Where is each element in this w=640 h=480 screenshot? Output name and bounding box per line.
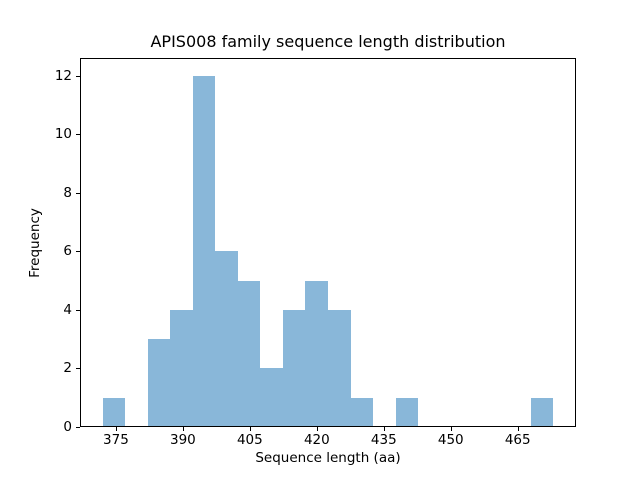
plot-area: [80, 58, 576, 427]
x-tick-label: 405: [236, 432, 263, 448]
y-tick-label: 10: [54, 126, 72, 143]
y-tick-mark: [76, 134, 80, 136]
x-tick-mark: [249, 427, 251, 431]
histogram-bar: [530, 397, 554, 426]
x-tick-mark: [182, 427, 184, 431]
x-tick-mark: [517, 427, 519, 431]
histogram-bar: [102, 397, 126, 426]
y-tick-mark: [76, 75, 80, 77]
y-tick-mark: [76, 192, 80, 194]
histogram-bar: [282, 309, 306, 426]
y-tick-label: 4: [63, 301, 72, 318]
y-tick-label: 12: [54, 67, 72, 84]
histogram-bar: [237, 280, 261, 426]
histogram-bar: [395, 397, 419, 426]
x-tick-mark: [383, 427, 385, 431]
histogram-bar: [215, 251, 238, 426]
y-tick-label: 6: [63, 243, 72, 260]
y-tick-mark: [76, 251, 80, 253]
y-tick-mark: [76, 368, 80, 370]
histogram-bar: [260, 368, 283, 426]
y-tick-label: 8: [63, 184, 72, 201]
x-tick-label: 465: [504, 432, 531, 448]
y-tick-mark: [76, 309, 80, 311]
chart-title: APIS008 family sequence length distribut…: [150, 32, 506, 51]
y-tick-label: 2: [63, 360, 72, 377]
x-axis-label: Sequence length (aa): [255, 450, 401, 466]
histogram-bar: [350, 397, 374, 426]
histogram-bar: [147, 339, 171, 426]
y-axis-label: Frequency: [27, 208, 43, 278]
x-tick-mark: [316, 427, 318, 431]
x-tick-label: 420: [303, 432, 330, 448]
x-tick-mark: [450, 427, 452, 431]
y-tick-mark: [76, 427, 80, 428]
y-tick-label: 0: [63, 419, 72, 435]
histogram-bar: [192, 75, 216, 426]
x-tick-label: 375: [103, 432, 129, 448]
x-tick-label: 390: [170, 432, 196, 448]
x-tick-label: 435: [370, 432, 397, 448]
x-tick-label: 450: [437, 432, 464, 448]
histogram-bar: [170, 309, 193, 426]
histogram-bar: [328, 309, 351, 426]
histogram-bar: [305, 280, 328, 426]
x-tick-mark: [115, 427, 117, 431]
